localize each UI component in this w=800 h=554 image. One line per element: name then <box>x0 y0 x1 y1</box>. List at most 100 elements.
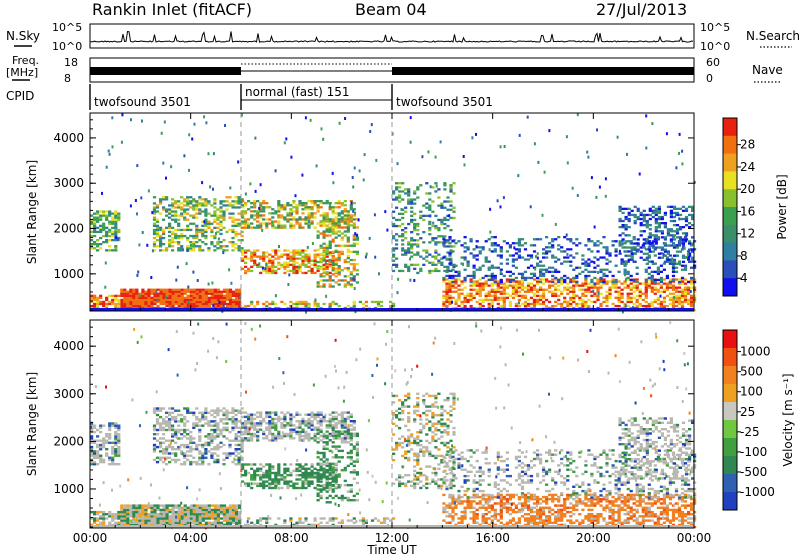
power-cell <box>671 268 676 271</box>
power-cell <box>532 250 537 253</box>
power-cell <box>690 280 694 283</box>
power-cell <box>346 216 350 219</box>
power-cell <box>493 276 497 280</box>
power-cell <box>648 232 652 235</box>
velocity-cell <box>171 418 175 421</box>
power-cell <box>650 282 654 285</box>
velocity-cell <box>117 426 121 429</box>
velocity-cell <box>180 508 184 512</box>
power-cell <box>250 255 254 258</box>
power-cell <box>632 236 636 239</box>
power-cell <box>642 246 646 249</box>
power-cell <box>180 206 184 209</box>
power-cell <box>111 234 115 238</box>
power-cell <box>514 288 518 291</box>
power-cell <box>295 249 299 252</box>
velocity-cell <box>198 519 202 522</box>
power-cell <box>605 274 609 278</box>
power-cell <box>117 230 121 234</box>
power-cell <box>241 210 245 213</box>
power-scatter-point <box>432 221 435 225</box>
power-cell <box>419 214 423 217</box>
power-cell <box>475 284 479 287</box>
power-cell <box>599 292 603 295</box>
power-cell <box>204 204 208 207</box>
velocity-cell <box>138 510 142 514</box>
power-cell <box>319 257 323 260</box>
power-cell <box>238 304 242 308</box>
power-cell <box>322 279 326 282</box>
power-cell <box>207 304 211 308</box>
power-cell <box>231 249 235 252</box>
power-cell <box>431 269 435 273</box>
power-scatter-point <box>496 199 499 203</box>
velocity-cell <box>114 435 118 438</box>
power-cell <box>532 278 537 281</box>
power-cell <box>195 294 199 297</box>
power-cell <box>428 229 432 232</box>
power-cell <box>289 222 293 225</box>
power-cell <box>651 250 655 253</box>
velocity-cell <box>183 517 187 520</box>
velocity-cell <box>108 458 112 462</box>
power-cell <box>177 228 181 232</box>
velocity-cell <box>177 519 181 522</box>
power-cell <box>641 244 645 247</box>
velocity-cell <box>228 523 233 527</box>
power-cell <box>569 290 573 293</box>
velocity-cell <box>250 417 254 421</box>
velocity-cell <box>135 504 139 507</box>
power-scatter-point <box>215 231 217 235</box>
power-cell <box>404 253 408 256</box>
power-cell <box>177 292 181 295</box>
power-cell <box>599 304 603 308</box>
power-cell <box>316 283 320 286</box>
power-cell <box>337 256 341 260</box>
power-cell <box>454 274 458 278</box>
power-cell <box>569 238 573 241</box>
power-cell <box>340 212 344 215</box>
power-cell <box>665 286 669 289</box>
power-cell <box>416 196 420 199</box>
power-cell <box>152 206 157 209</box>
velocity-cell <box>120 515 124 518</box>
power-cell <box>605 300 609 304</box>
power-cell <box>520 274 525 278</box>
power-cell <box>693 288 697 291</box>
power-cell <box>162 208 166 211</box>
power-cell <box>189 214 193 217</box>
velocity-cell <box>108 428 112 432</box>
power-cell <box>674 286 679 289</box>
power-cell <box>189 300 193 304</box>
power-cell <box>152 243 157 246</box>
nsky-tick-top-right: 10^5 <box>700 21 730 34</box>
power-cell <box>352 300 356 304</box>
power-cell <box>241 214 245 217</box>
power-cell <box>93 222 97 225</box>
power-cell <box>626 260 630 263</box>
velocity-cell <box>222 519 227 522</box>
power-cell <box>340 236 344 239</box>
power-cell <box>416 253 420 256</box>
power-cell <box>168 288 172 291</box>
power-cell <box>349 218 353 221</box>
velocity-cell <box>219 517 224 520</box>
power-cell <box>186 228 190 232</box>
power-cell <box>355 263 359 266</box>
power-cell <box>457 240 461 243</box>
power-cell <box>213 300 217 304</box>
power-cell <box>624 224 628 227</box>
power-cell <box>340 269 344 272</box>
power-cell <box>668 286 672 289</box>
power-cell <box>162 298 166 302</box>
velocity-cell <box>213 445 217 449</box>
velocity-cell <box>231 521 236 524</box>
power-cell <box>102 300 106 304</box>
power-cell <box>256 216 260 219</box>
velocity-cell <box>180 413 184 417</box>
power-scatter-point <box>681 149 684 153</box>
power-cell <box>493 278 497 281</box>
power-cell <box>446 241 450 244</box>
power-cell <box>168 216 172 219</box>
power-cell <box>659 300 663 304</box>
